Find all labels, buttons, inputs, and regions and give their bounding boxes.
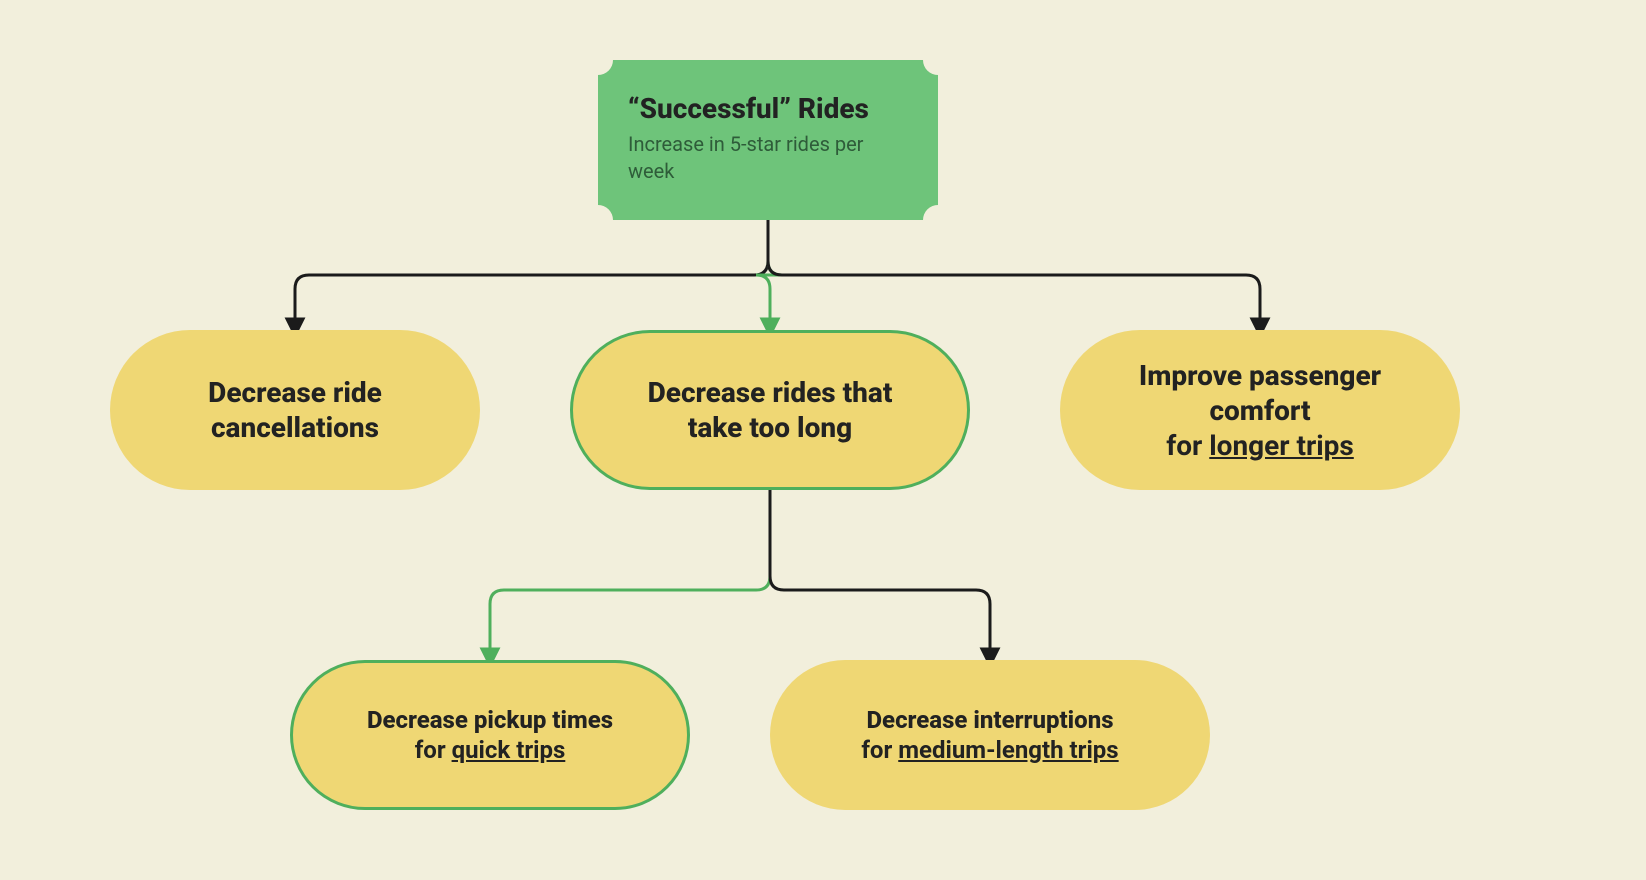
edge (490, 490, 770, 660)
root-subtitle: Increase in 5-star rides per week (628, 131, 908, 185)
node-e-line2-prefix: for (861, 736, 898, 764)
edge (768, 220, 1260, 330)
node-a-line1: Decrease ride (208, 375, 382, 410)
node-improve-comfort: Improve passenger comfort for longer tri… (1060, 330, 1460, 490)
node-decrease-pickup-times: Decrease pickup times for quick trips (290, 660, 690, 810)
ticket-notch (923, 205, 953, 235)
node-c-line1: Improve passenger (1139, 358, 1381, 393)
node-d-line1: Decrease pickup times (367, 705, 613, 735)
node-root-successful-rides: “Successful” Rides Increase in 5-star ri… (598, 60, 938, 220)
node-e-line2: for medium-length trips (861, 735, 1118, 765)
node-c-line3-underlined: longer trips (1209, 429, 1354, 462)
node-decrease-interruptions: Decrease interruptions for medium-length… (770, 660, 1210, 810)
node-c-line3-prefix: for (1166, 429, 1209, 462)
edge (770, 490, 990, 660)
node-d-line2-underlined: quick trips (452, 736, 566, 764)
ticket-notch (583, 205, 613, 235)
node-b-line1: Decrease rides that (648, 375, 893, 410)
node-a-line2: cancellations (211, 410, 379, 445)
ticket-notch (923, 45, 953, 75)
edge (295, 220, 768, 330)
node-decrease-long-rides: Decrease rides that take too long (570, 330, 970, 490)
node-d-line2: for quick trips (415, 735, 566, 765)
node-decrease-cancellations: Decrease ride cancellations (110, 330, 480, 490)
node-c-line2: comfort (1209, 393, 1310, 428)
node-e-line1: Decrease interruptions (866, 705, 1113, 735)
root-title: “Successful” Rides (628, 92, 869, 125)
ticket-notch (583, 45, 613, 75)
node-d-line2-prefix: for (415, 736, 452, 764)
node-b-line2: take too long (688, 410, 852, 445)
node-e-line2-underlined: medium-length trips (898, 736, 1118, 764)
node-c-line3: for longer trips (1166, 428, 1354, 463)
edge (756, 220, 782, 330)
